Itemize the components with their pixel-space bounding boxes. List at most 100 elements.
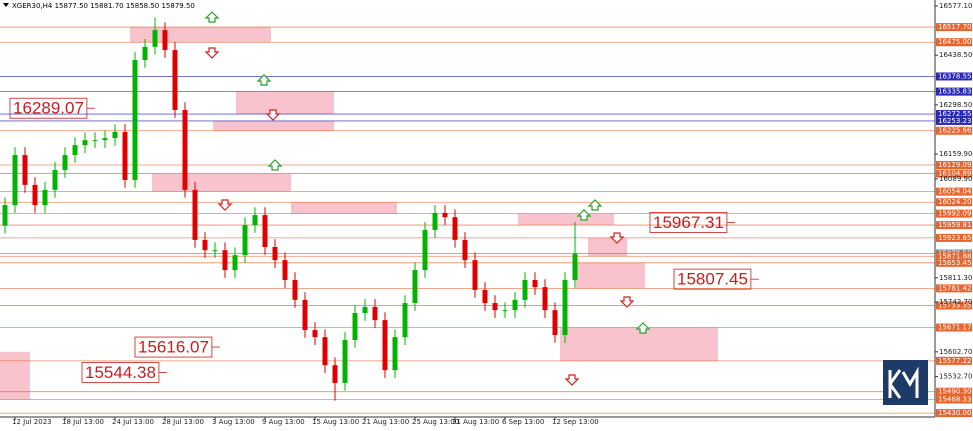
- level-label: 15490.30: [938, 388, 971, 396]
- menu-triangle: [3, 3, 9, 7]
- candle-body: [332, 365, 338, 383]
- candle-body: [372, 306, 378, 321]
- arrow-down: [217, 199, 233, 211]
- levels: [0, 26, 935, 414]
- level-label: 16475.00: [938, 38, 971, 46]
- candle-body: [312, 330, 318, 338]
- candle-body: [112, 132, 118, 139]
- level-label-bg: [936, 258, 972, 267]
- candle-body: [22, 155, 28, 185]
- level-label: 15671.17: [938, 324, 971, 332]
- header: XGER30,H4 15877.50 15881.70 15858.50 158…: [12, 2, 195, 10]
- zone: [152, 173, 291, 192]
- candle-body: [62, 155, 68, 170]
- price-annotation: 15967.31: [653, 213, 724, 232]
- level-label-bg: [936, 221, 972, 230]
- axis-labels: 16517.70 16475.00 16378.55 16335.83 16272.55…: [12, 2, 972, 426]
- candle-body: [92, 140, 98, 142]
- arrow-up: [635, 322, 651, 334]
- level-label: 16253.23: [938, 117, 971, 125]
- level-label-bg: [936, 116, 972, 125]
- x-tick-label: 12 Jul 2023: [12, 418, 52, 426]
- candle-body: [542, 287, 548, 311]
- arrow-up: [256, 74, 272, 86]
- candle-body: [42, 189, 48, 206]
- level-label: 15923.65: [938, 234, 971, 242]
- arrow-down: [564, 374, 580, 386]
- level-label-bg: [936, 169, 972, 178]
- level-label-bg: [936, 284, 972, 293]
- x-tick-label: 6 Sep 13:00: [502, 418, 544, 426]
- price-annotation: 15807.45: [677, 270, 748, 289]
- arrows: [204, 11, 651, 386]
- level-label-bg: [936, 356, 972, 365]
- level-label-bg: [936, 252, 972, 261]
- candle-body: [392, 337, 398, 371]
- candle-body: [152, 30, 158, 47]
- arrow-down: [609, 232, 625, 244]
- candle-body: [412, 270, 418, 304]
- level-label-bg: [936, 160, 972, 169]
- candle-body: [522, 280, 528, 300]
- candle-body: [382, 320, 388, 371]
- y-tick-label: 16089.90: [939, 175, 972, 183]
- arrow-down: [265, 109, 281, 121]
- candle-body: [502, 310, 508, 312]
- level-label: 15733.35: [938, 301, 971, 309]
- arrow-down: [204, 47, 220, 59]
- zone: [576, 262, 645, 289]
- level-label-bg: [936, 395, 972, 404]
- x-tick-label: 18 Jul 13:00: [62, 418, 104, 426]
- arrow-down: [619, 296, 635, 308]
- candle-body: [452, 217, 458, 240]
- candle-body: [122, 132, 128, 180]
- zone: [0, 351, 30, 400]
- level-label-bg: [936, 209, 972, 218]
- level-label: 15959.81: [938, 221, 971, 229]
- level-label-bg: [936, 126, 972, 135]
- arrow-up: [576, 209, 592, 221]
- arrow-up: [587, 199, 603, 211]
- zone: [236, 91, 334, 115]
- y-tick-label: 15742.70: [939, 298, 972, 306]
- candle-body: [222, 250, 228, 271]
- candle-body: [352, 313, 358, 340]
- y-tick-label: 15602.70: [939, 348, 972, 356]
- level-label: 16104.89: [938, 170, 971, 178]
- level-label: 15992.09: [938, 210, 971, 218]
- candle-body: [492, 303, 498, 311]
- zone: [518, 213, 614, 226]
- logo-glyph: [888, 366, 919, 399]
- y-tick-label: 16298.50: [939, 101, 972, 109]
- level-label-bg: [936, 233, 972, 242]
- candle-body: [212, 250, 218, 252]
- candle-body: [512, 299, 518, 311]
- level-label-bg: [936, 387, 972, 396]
- x-tick-label: 31 Aug 13:00: [452, 418, 499, 426]
- candle-body: [12, 155, 18, 206]
- candle-body: [292, 280, 298, 300]
- candle-body: [32, 184, 38, 206]
- logo: [883, 360, 928, 405]
- level-label-bg: [936, 198, 972, 207]
- candle-body: [52, 169, 58, 190]
- level-label: 16517.70: [938, 23, 971, 31]
- x-tick-label: 28 Jul 13:00: [162, 418, 204, 426]
- zone: [291, 202, 397, 214]
- candle-body: [322, 337, 328, 366]
- candle-body: [232, 255, 238, 271]
- candle-body: [472, 260, 478, 290]
- x-tick-label: 3 Aug 13:00: [212, 418, 255, 426]
- level-label-bg: [936, 323, 972, 332]
- zone: [560, 327, 718, 361]
- level-label-bg: [936, 409, 972, 418]
- level-label: 15468.33: [938, 395, 971, 403]
- candle-body: [342, 339, 348, 383]
- candle-body: [192, 189, 198, 240]
- y-tick-label: 16577.10: [939, 2, 972, 10]
- candle-body: [202, 239, 208, 251]
- level-label-bg: [936, 87, 972, 96]
- candles: [2, 17, 578, 401]
- candle-body: [262, 215, 268, 248]
